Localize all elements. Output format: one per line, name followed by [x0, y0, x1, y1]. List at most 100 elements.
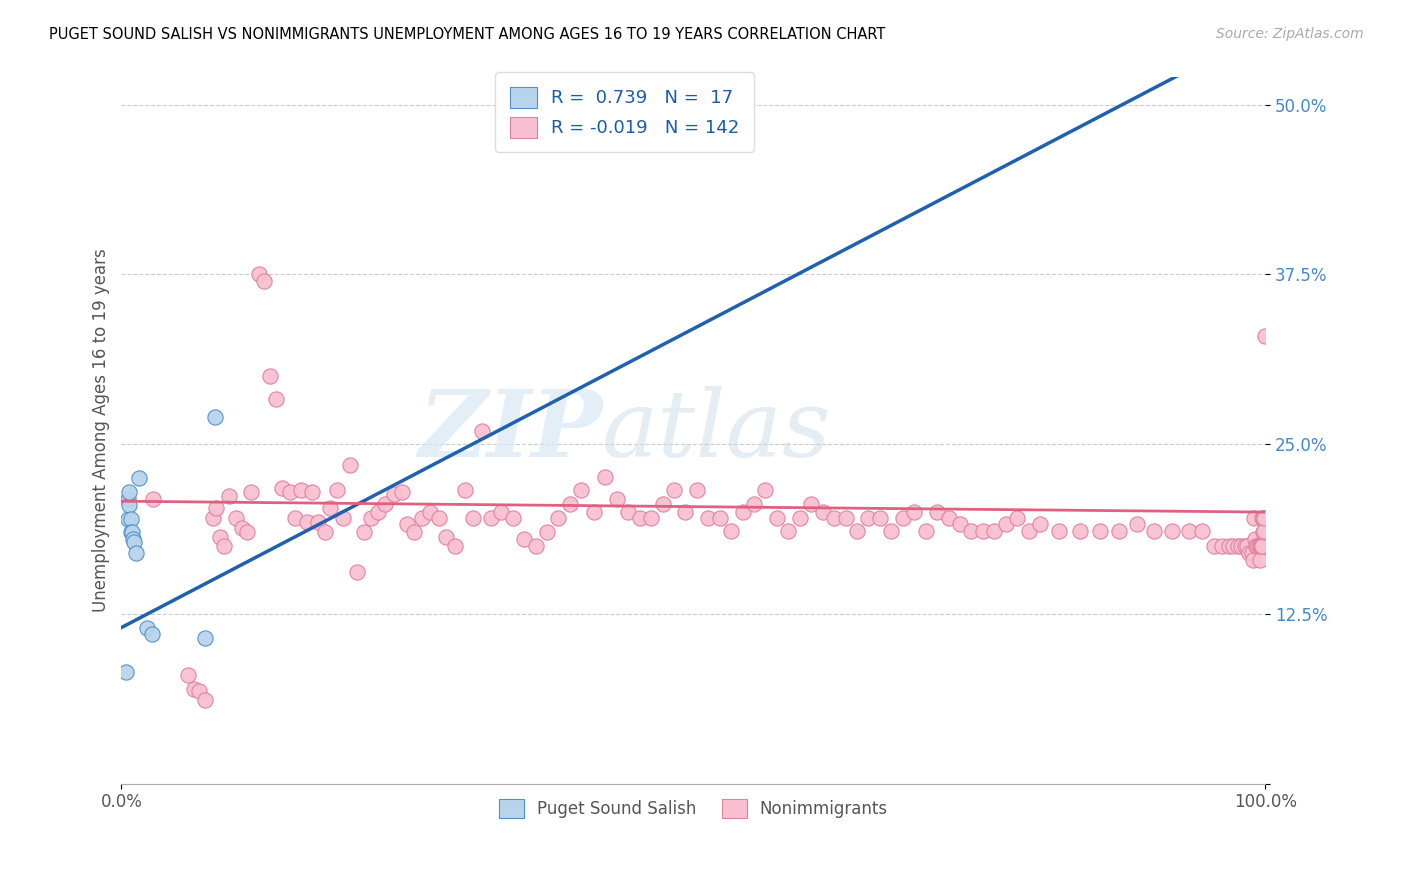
Point — [637, 125, 659, 139]
Point — [419, 505, 441, 519]
Point — [754, 483, 776, 498]
Point — [1251, 539, 1274, 553]
Point — [686, 483, 709, 498]
Point — [231, 521, 253, 535]
Point — [290, 483, 312, 498]
Point — [914, 524, 936, 538]
Point — [471, 424, 494, 438]
Point — [444, 539, 467, 553]
Point — [1253, 524, 1275, 538]
Point — [489, 505, 512, 519]
Point — [949, 517, 972, 532]
Point — [1029, 517, 1052, 532]
Legend: Puget Sound Salish, Nonimmigrants: Puget Sound Salish, Nonimmigrants — [492, 792, 894, 825]
Point — [720, 524, 742, 538]
Point — [429, 510, 451, 524]
Point — [247, 268, 270, 282]
Point — [1230, 539, 1253, 553]
Point — [259, 369, 281, 384]
Text: Source: ZipAtlas.com: Source: ZipAtlas.com — [1216, 27, 1364, 41]
Point — [1251, 525, 1274, 540]
Point — [270, 481, 292, 495]
Point — [278, 484, 301, 499]
Point — [582, 505, 605, 519]
Point — [983, 524, 1005, 538]
Y-axis label: Unemployment Among Ages 16 to 19 years: Unemployment Among Ages 16 to 19 years — [93, 249, 110, 613]
Point — [188, 684, 211, 698]
Point — [742, 497, 765, 511]
Point — [120, 525, 142, 540]
Point — [651, 497, 673, 511]
Point — [502, 510, 524, 524]
Point — [117, 512, 139, 526]
Point — [284, 510, 307, 524]
Point — [1241, 552, 1264, 566]
Point — [391, 484, 413, 499]
Point — [1251, 510, 1274, 524]
Point — [177, 668, 200, 682]
Point — [1211, 539, 1233, 553]
Point — [789, 510, 811, 524]
Point — [1069, 524, 1091, 538]
Point — [1250, 539, 1272, 553]
Point — [731, 505, 754, 519]
Point — [367, 505, 389, 519]
Point — [205, 501, 228, 516]
Point — [1254, 328, 1277, 343]
Point — [339, 458, 361, 472]
Point — [118, 498, 141, 512]
Point — [314, 525, 336, 540]
Point — [307, 515, 329, 529]
Point — [1160, 524, 1182, 538]
Text: atlas: atlas — [602, 385, 831, 475]
Point — [239, 484, 262, 499]
Point — [214, 539, 236, 553]
Point — [404, 525, 426, 540]
Point — [938, 510, 960, 524]
Point — [880, 524, 903, 538]
Point — [524, 539, 547, 553]
Point — [547, 510, 569, 524]
Point — [536, 525, 558, 540]
Point — [1250, 539, 1272, 553]
Point — [1005, 510, 1028, 524]
Point — [208, 529, 231, 543]
Point — [128, 471, 150, 485]
Point — [640, 510, 662, 524]
Point — [1233, 539, 1256, 553]
Point — [121, 525, 143, 540]
Point — [1249, 552, 1271, 566]
Point — [332, 510, 354, 524]
Point — [811, 505, 834, 519]
Point — [1108, 524, 1130, 538]
Point — [558, 497, 581, 511]
Point — [461, 510, 484, 524]
Point — [994, 517, 1017, 532]
Point — [479, 510, 502, 524]
Point — [201, 510, 224, 524]
Point — [434, 529, 457, 543]
Point — [800, 497, 823, 511]
Point — [1244, 539, 1267, 553]
Point — [1251, 510, 1274, 524]
Point — [595, 469, 617, 483]
Point — [1126, 517, 1149, 532]
Point — [869, 510, 891, 524]
Point — [709, 510, 731, 524]
Point — [382, 487, 405, 501]
Point — [194, 692, 217, 706]
Point — [766, 510, 789, 524]
Point — [360, 510, 382, 524]
Point — [1243, 510, 1265, 524]
Point — [411, 510, 433, 524]
Point — [1247, 539, 1270, 553]
Point — [218, 489, 240, 503]
Point — [662, 483, 685, 498]
Point — [318, 501, 340, 516]
Point — [122, 535, 145, 549]
Point — [846, 524, 869, 538]
Point — [1246, 539, 1268, 553]
Point — [1249, 539, 1271, 553]
Point — [606, 491, 628, 506]
Point — [1191, 524, 1213, 538]
